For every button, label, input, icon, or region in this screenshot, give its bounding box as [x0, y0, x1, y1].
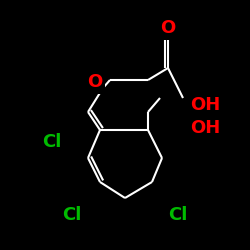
Text: OH: OH	[190, 96, 220, 114]
Text: Cl: Cl	[42, 133, 62, 151]
Text: O: O	[160, 19, 176, 37]
Text: OH: OH	[190, 119, 220, 137]
Text: O: O	[88, 73, 103, 91]
Text: Cl: Cl	[62, 206, 82, 224]
Text: Cl: Cl	[168, 206, 188, 224]
